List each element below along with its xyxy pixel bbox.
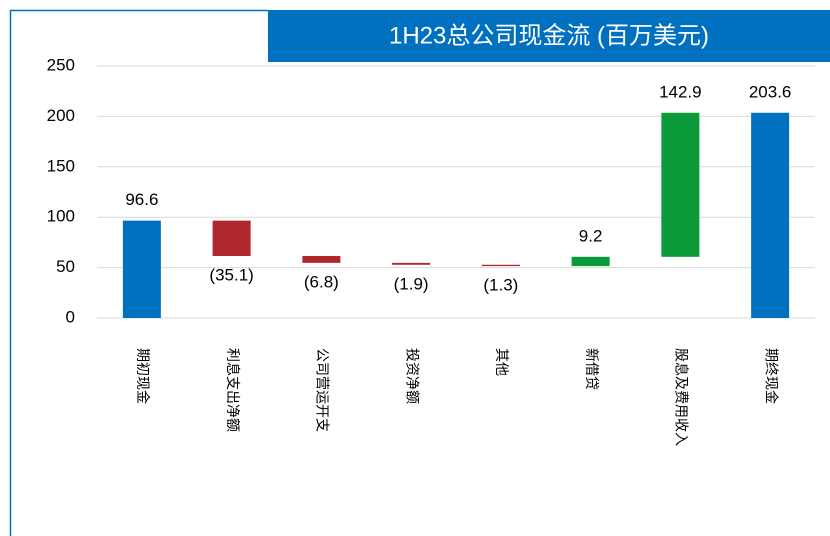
bar xyxy=(571,256,610,267)
x-tick-label: 投资净额 xyxy=(404,348,420,404)
value-label: 9.2 xyxy=(579,226,603,245)
x-tick-label: 利息支出净额 xyxy=(225,348,241,432)
value-label: (1.9) xyxy=(394,274,429,293)
bar xyxy=(661,112,700,257)
bar xyxy=(751,112,790,318)
bar xyxy=(392,262,431,265)
value-label: (35.1) xyxy=(209,265,253,284)
y-tick-label: 150 xyxy=(47,156,75,175)
y-tick-label: 0 xyxy=(66,307,75,326)
title-box xyxy=(268,10,830,62)
y-tick-label: 200 xyxy=(47,106,75,125)
y-tick-label: 250 xyxy=(47,55,75,74)
chart-title: 1H23总公司现金流 (百万美元) xyxy=(389,22,709,49)
value-label: (1.3) xyxy=(483,276,518,295)
y-tick-label: 50 xyxy=(56,257,75,276)
bar xyxy=(212,220,251,257)
x-tick-label: 期终现金 xyxy=(763,348,779,404)
value-label: 96.6 xyxy=(125,190,158,209)
x-tick-label: 期初现金 xyxy=(135,348,151,404)
bar xyxy=(122,220,161,318)
x-tick-label: 股息及费用收入 xyxy=(674,348,690,446)
y-tick-label: 100 xyxy=(47,207,75,226)
value-label: 142.9 xyxy=(659,82,702,101)
x-tick-label: 新借贷 xyxy=(584,348,600,390)
frame xyxy=(9,9,268,536)
bar xyxy=(302,256,341,263)
x-tick-label: 公司营运开支 xyxy=(315,348,331,432)
x-tick-label: 其他 xyxy=(494,348,510,376)
value-label: 203.6 xyxy=(749,82,792,101)
bar xyxy=(481,264,520,267)
value-label: (6.8) xyxy=(304,272,339,291)
